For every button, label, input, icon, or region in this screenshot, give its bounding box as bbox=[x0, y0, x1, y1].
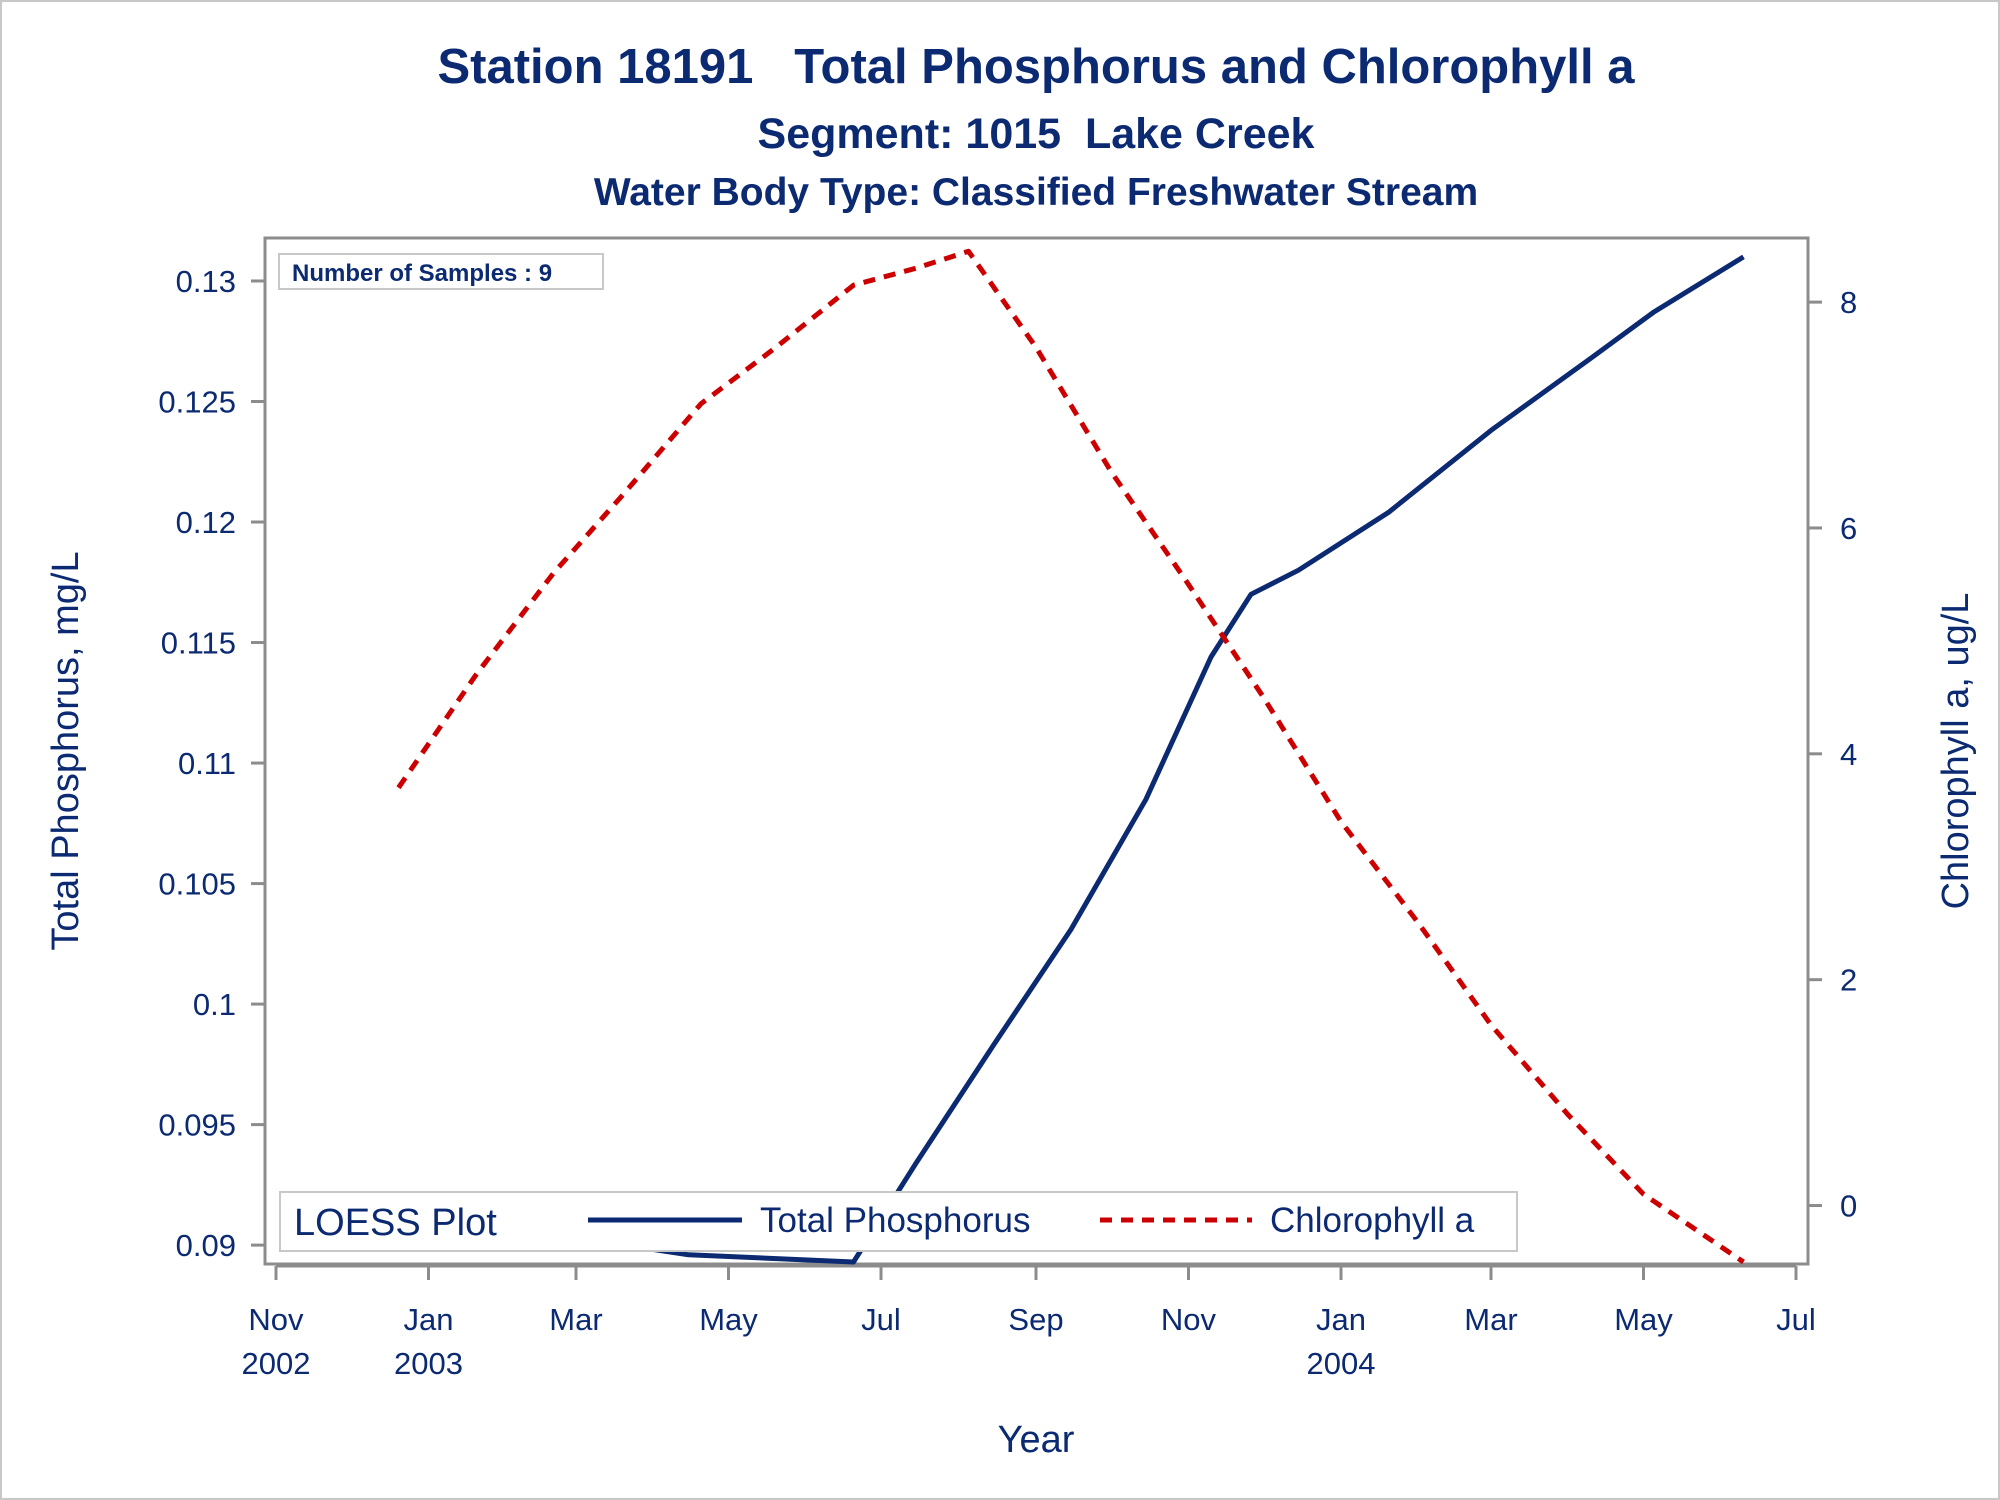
y-right-tick-label: 6 bbox=[1840, 511, 1857, 546]
x-axis: Nov 2002 Jan 2003 Mar May Jul Sep Nov Jan 2004 Mar M… bbox=[242, 1264, 1816, 1381]
legend-label-chlorophyll-a: Chlorophyll a bbox=[1270, 1201, 1475, 1240]
x-tick-year-label: 2004 bbox=[1307, 1346, 1376, 1381]
y-right-tick-label: 2 bbox=[1840, 963, 1857, 998]
samples-inset: Number of Samples : 9 bbox=[278, 253, 604, 290]
plot-area bbox=[263, 236, 1810, 1266]
y-left-tick-label: 0.095 bbox=[158, 1108, 236, 1143]
x-tick-label: May bbox=[1614, 1302, 1673, 1337]
x-tick-label: Jul bbox=[1776, 1302, 1816, 1337]
x-tick-label: Sep bbox=[1008, 1302, 1063, 1337]
legend-label-total-phosphorus: Total Phosphorus bbox=[760, 1201, 1030, 1240]
y-left-tick-label: 0.105 bbox=[158, 867, 236, 902]
chart-subtitle-waterbody: Water Body Type: Classified Freshwater S… bbox=[594, 171, 1478, 214]
y-left-tick-label: 0.1 bbox=[193, 987, 236, 1022]
x-tick-label: May bbox=[699, 1302, 758, 1337]
x-axis-label: Year bbox=[998, 1419, 1075, 1461]
legend: LOESS Plot Total Phosphorus Chlorophyll … bbox=[279, 1191, 1518, 1252]
y-right-tick-label: 8 bbox=[1840, 285, 1857, 320]
series-line-chlorophyll-a bbox=[396, 248, 1745, 1265]
y-left-tick-label: 0.115 bbox=[161, 626, 236, 661]
legend-title: LOESS Plot bbox=[294, 1202, 497, 1244]
samples-inset-label: Number of Samples : 9 bbox=[292, 260, 552, 287]
chart-subtitle-segment: Segment: 1015 Lake Creek bbox=[758, 110, 1315, 158]
x-tick-year-label: 2003 bbox=[394, 1346, 463, 1381]
y-axis-right-label: Chlorophyll a, ug/L bbox=[1935, 593, 1977, 910]
x-tick-label: Mar bbox=[549, 1302, 602, 1337]
y-axis-left: 0.09 0.095 0.1 0.105 0.11 0.115 0.12 0.125 0.13 bbox=[158, 264, 265, 1263]
chart-title: Station 18191 Total Phosphorus and Chlor… bbox=[437, 40, 1635, 94]
y-left-tick-label: 0.13 bbox=[176, 264, 236, 299]
x-tick-label: Jan bbox=[404, 1302, 454, 1337]
y-left-tick-label: 0.125 bbox=[158, 384, 236, 419]
x-tick-year-label: 2002 bbox=[242, 1346, 311, 1381]
x-tick-label: Jan bbox=[1316, 1302, 1366, 1337]
x-tick-label: Nov bbox=[248, 1302, 304, 1337]
y-left-tick-label: 0.11 bbox=[178, 746, 236, 781]
y-axis-right: 0 2 4 6 8 bbox=[1808, 285, 1857, 1224]
y-left-tick-label: 0.09 bbox=[176, 1228, 236, 1263]
y-left-tick-label: 0.12 bbox=[176, 505, 236, 540]
y-axis-left-label: Total Phosphorus, mg/L bbox=[45, 551, 87, 950]
x-tick-label: Mar bbox=[1464, 1302, 1517, 1337]
x-tick-label: Jul bbox=[861, 1302, 901, 1337]
x-tick-label: Nov bbox=[1161, 1302, 1217, 1337]
y-right-tick-label: 4 bbox=[1840, 737, 1857, 772]
y-right-tick-label: 0 bbox=[1840, 1189, 1857, 1224]
